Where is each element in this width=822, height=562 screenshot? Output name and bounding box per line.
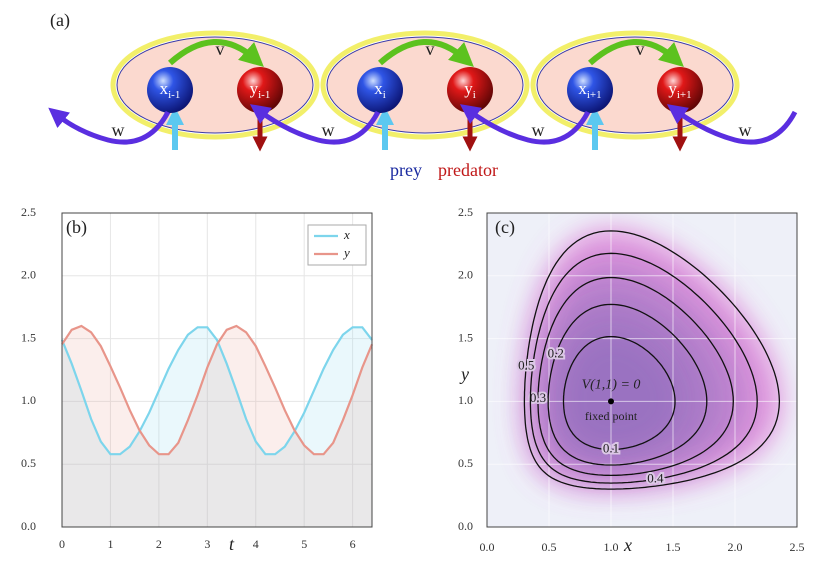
text-part: i+1 — [587, 89, 602, 101]
w-label: w — [739, 120, 752, 140]
text-part: y — [464, 79, 473, 98]
x-tick-label: 0 — [59, 537, 65, 551]
w-arrow — [666, 104, 798, 145]
cell-ring — [530, 30, 740, 140]
predator-node — [447, 67, 493, 113]
y-tick-label: 0.5 — [458, 456, 473, 470]
cell-ring — [110, 30, 320, 140]
w-label: w — [322, 120, 335, 140]
panel-label: (b) — [66, 217, 87, 238]
fixed-point — [608, 398, 614, 405]
w-label: w — [112, 120, 125, 140]
text-part: i+1 — [677, 89, 692, 101]
x-tick-label: 1 — [107, 537, 113, 551]
series-line — [60, 326, 373, 456]
contour-label: 0.4 — [647, 470, 664, 485]
series-area — [62, 326, 372, 527]
x-tick-label: 2.0 — [728, 540, 743, 554]
coupling-arrow — [378, 38, 474, 68]
y-tick-label: 1.5 — [21, 330, 36, 344]
text-part: i-1 — [258, 89, 270, 101]
contour-line — [529, 252, 758, 484]
x-tick-label: 2.5 — [790, 540, 805, 554]
cell-ring — [320, 30, 530, 140]
y-tick-label: 2.0 — [458, 268, 473, 282]
contour-label: 0.3 — [530, 390, 546, 405]
prey-legend: prey — [390, 160, 422, 180]
coupling-label: v — [636, 39, 645, 59]
x-axis-label: x — [623, 535, 632, 555]
x-tick-label: 0.0 — [480, 540, 495, 554]
y-tick-label: 0.0 — [458, 519, 473, 533]
x-tick-label: 5 — [301, 537, 307, 551]
predator-node — [657, 67, 703, 113]
x-tick-label: 4 — [253, 537, 259, 551]
x-tick-label: 6 — [350, 537, 356, 551]
y-tick-label: 1.0 — [21, 393, 36, 407]
predator-label: yi+1 — [668, 79, 691, 101]
text-part: y — [668, 79, 677, 98]
x-tick-label: 1.5 — [666, 540, 681, 554]
frame — [61, 212, 373, 528]
prey-label: xi-1 — [160, 79, 181, 101]
coupling-arrow — [588, 38, 684, 68]
y-tick-label: 0.5 — [21, 456, 36, 470]
series-line — [61, 324, 374, 456]
prey-node — [567, 67, 613, 113]
contour-line — [547, 303, 708, 466]
text-part: x — [374, 79, 383, 98]
legend-label: y — [342, 245, 350, 260]
coupling-label: v — [426, 39, 435, 59]
legend — [307, 224, 367, 266]
panel-label: (c) — [495, 217, 515, 238]
y-tick-label: 2.0 — [21, 268, 36, 282]
x-tick-label: 1.0 — [604, 540, 619, 554]
y-axis-label: y — [459, 364, 469, 384]
contour-label: 0.5 — [518, 358, 534, 373]
coupling-arrow — [168, 38, 264, 68]
text-part: i-1 — [168, 89, 180, 101]
contour-line — [523, 230, 781, 490]
w-label: w — [532, 120, 545, 140]
series-area — [62, 327, 372, 527]
text-part: x — [160, 79, 169, 98]
y-tick-label: 0.0 — [21, 519, 36, 533]
y-tick-label: 2.5 — [21, 205, 36, 219]
w-arrow — [48, 107, 171, 145]
predator-label: yi-1 — [250, 79, 271, 101]
text-part: i — [383, 89, 386, 101]
predator-legend: predator — [438, 160, 498, 180]
contour-label: 0.2 — [548, 345, 564, 360]
y-tick-label: 2.5 — [458, 205, 473, 219]
y-tick-label: 1.5 — [458, 330, 473, 344]
density — [524, 230, 780, 490]
density-band — [563, 336, 675, 450]
x-axis-label: t — [229, 534, 235, 554]
annotation: fixed point — [585, 409, 638, 423]
w-arrow — [459, 104, 591, 145]
contour-line — [537, 276, 734, 477]
legend-label: x — [343, 227, 350, 242]
panel-label: (a) — [50, 10, 70, 31]
x-tick-label: 3 — [204, 537, 210, 551]
frame — [486, 212, 798, 528]
text-part: y — [250, 79, 259, 98]
x-tick-label: 2 — [156, 537, 162, 551]
contour-label: 0.1 — [603, 441, 619, 456]
text-part: x — [578, 79, 587, 98]
prey-label: xi — [374, 79, 386, 101]
predator-node — [237, 67, 283, 113]
text-part: i — [473, 89, 476, 101]
y-tick-label: 1.0 — [458, 393, 473, 407]
contour-line — [562, 335, 676, 451]
prey-node — [147, 67, 193, 113]
prey-node — [357, 67, 403, 113]
predator-label: yi — [464, 79, 476, 101]
x-tick-label: 0.5 — [542, 540, 557, 554]
annotation: V(1,1) = 0 — [582, 378, 641, 393]
prey-label: xi+1 — [578, 79, 601, 101]
w-arrow — [249, 104, 381, 145]
coupling-label: v — [216, 39, 225, 59]
